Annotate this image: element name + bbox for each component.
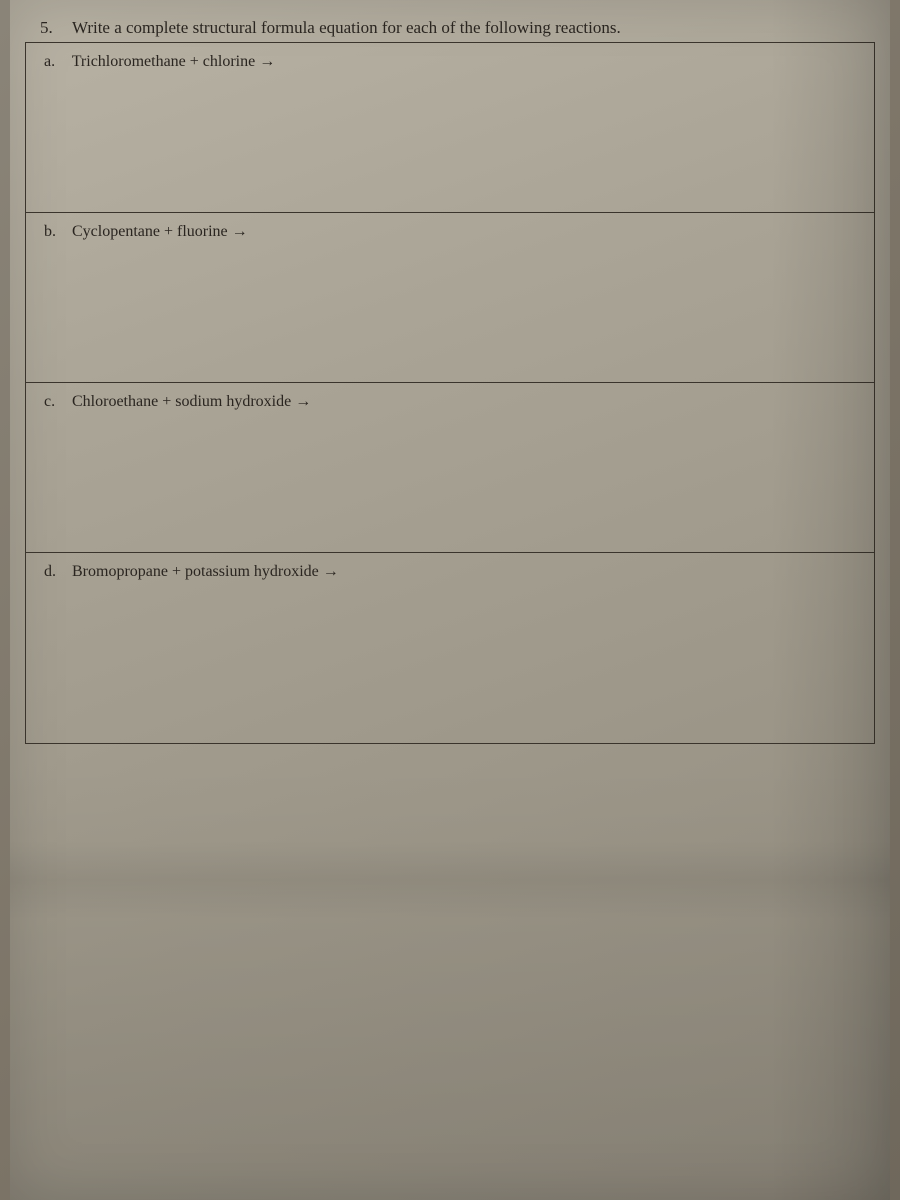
part-label: a. [44, 53, 68, 71]
part-label: c. [44, 393, 68, 411]
answer-cell-c: c. Chloroethane + sodium hydroxide → [26, 383, 874, 553]
part-label: b. [44, 223, 68, 241]
question-prompt: Write a complete structural formula equa… [72, 18, 621, 37]
answer-cell-d: d. Bromopropane + potassium hydroxide → [26, 553, 874, 743]
question-number: 5. [40, 18, 68, 38]
part-text: Cyclopentane + fluorine → [72, 223, 248, 240]
part-label: d. [44, 563, 68, 581]
worksheet-paper: 5. Write a complete structural formula e… [10, 0, 890, 1200]
answer-table: a. Trichloromethane + chlorine → b. Cycl… [25, 42, 875, 744]
answer-cell-a: a. Trichloromethane + chlorine → [26, 43, 874, 213]
answer-cell-b: b. Cyclopentane + fluorine → [26, 213, 874, 383]
part-text: Trichloromethane + chlorine → [72, 53, 276, 70]
part-text: Bromopropane + potassium hydroxide → [72, 563, 339, 580]
paper-bottom-shade [10, 760, 890, 1200]
question-header: 5. Write a complete structural formula e… [10, 0, 890, 42]
part-text: Chloroethane + sodium hydroxide → [72, 393, 311, 410]
